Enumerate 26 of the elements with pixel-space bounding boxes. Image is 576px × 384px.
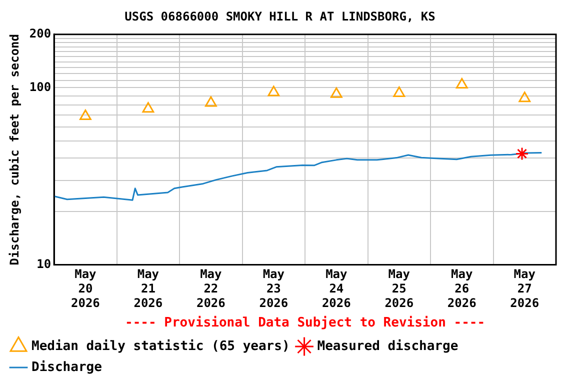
legend-label: Discharge (32, 360, 102, 375)
y-tick-label: 10 (36, 256, 52, 271)
chart-title: USGS 06866000 SMOKY HILL R AT LINDSBORG, KS (124, 9, 436, 24)
y-axis-title: Discharge, cubic feet per second (7, 34, 22, 266)
point (515, 146, 529, 160)
x-tick-label: May 20 2026 (70, 267, 100, 310)
x-tick-label: May 23 2026 (259, 267, 288, 310)
point (268, 86, 280, 96)
point (80, 110, 92, 120)
x-tick-label: May 27 2026 (510, 267, 540, 310)
x-tick-label: May 22 2026 (196, 267, 226, 310)
point (142, 102, 154, 113)
point (393, 86, 406, 98)
y-tick-label: 200 (29, 26, 52, 41)
x-tick-label: May 26 2026 (447, 267, 476, 310)
x-tick-label: May 25 2026 (384, 267, 414, 310)
x-tick-label: May 24 2026 (322, 267, 351, 310)
point (204, 96, 217, 107)
point (518, 92, 531, 102)
legend-label: Measured discharge (317, 338, 458, 354)
text: ---- Provisional Data Subject to Revision ---- (125, 315, 486, 330)
point (456, 78, 468, 88)
point (330, 87, 342, 98)
y-tick-label: 100 (29, 80, 52, 94)
legend-label: Median daily statistic (65 years) (32, 338, 290, 354)
x-tick-label: May 21 2026 (134, 267, 163, 310)
